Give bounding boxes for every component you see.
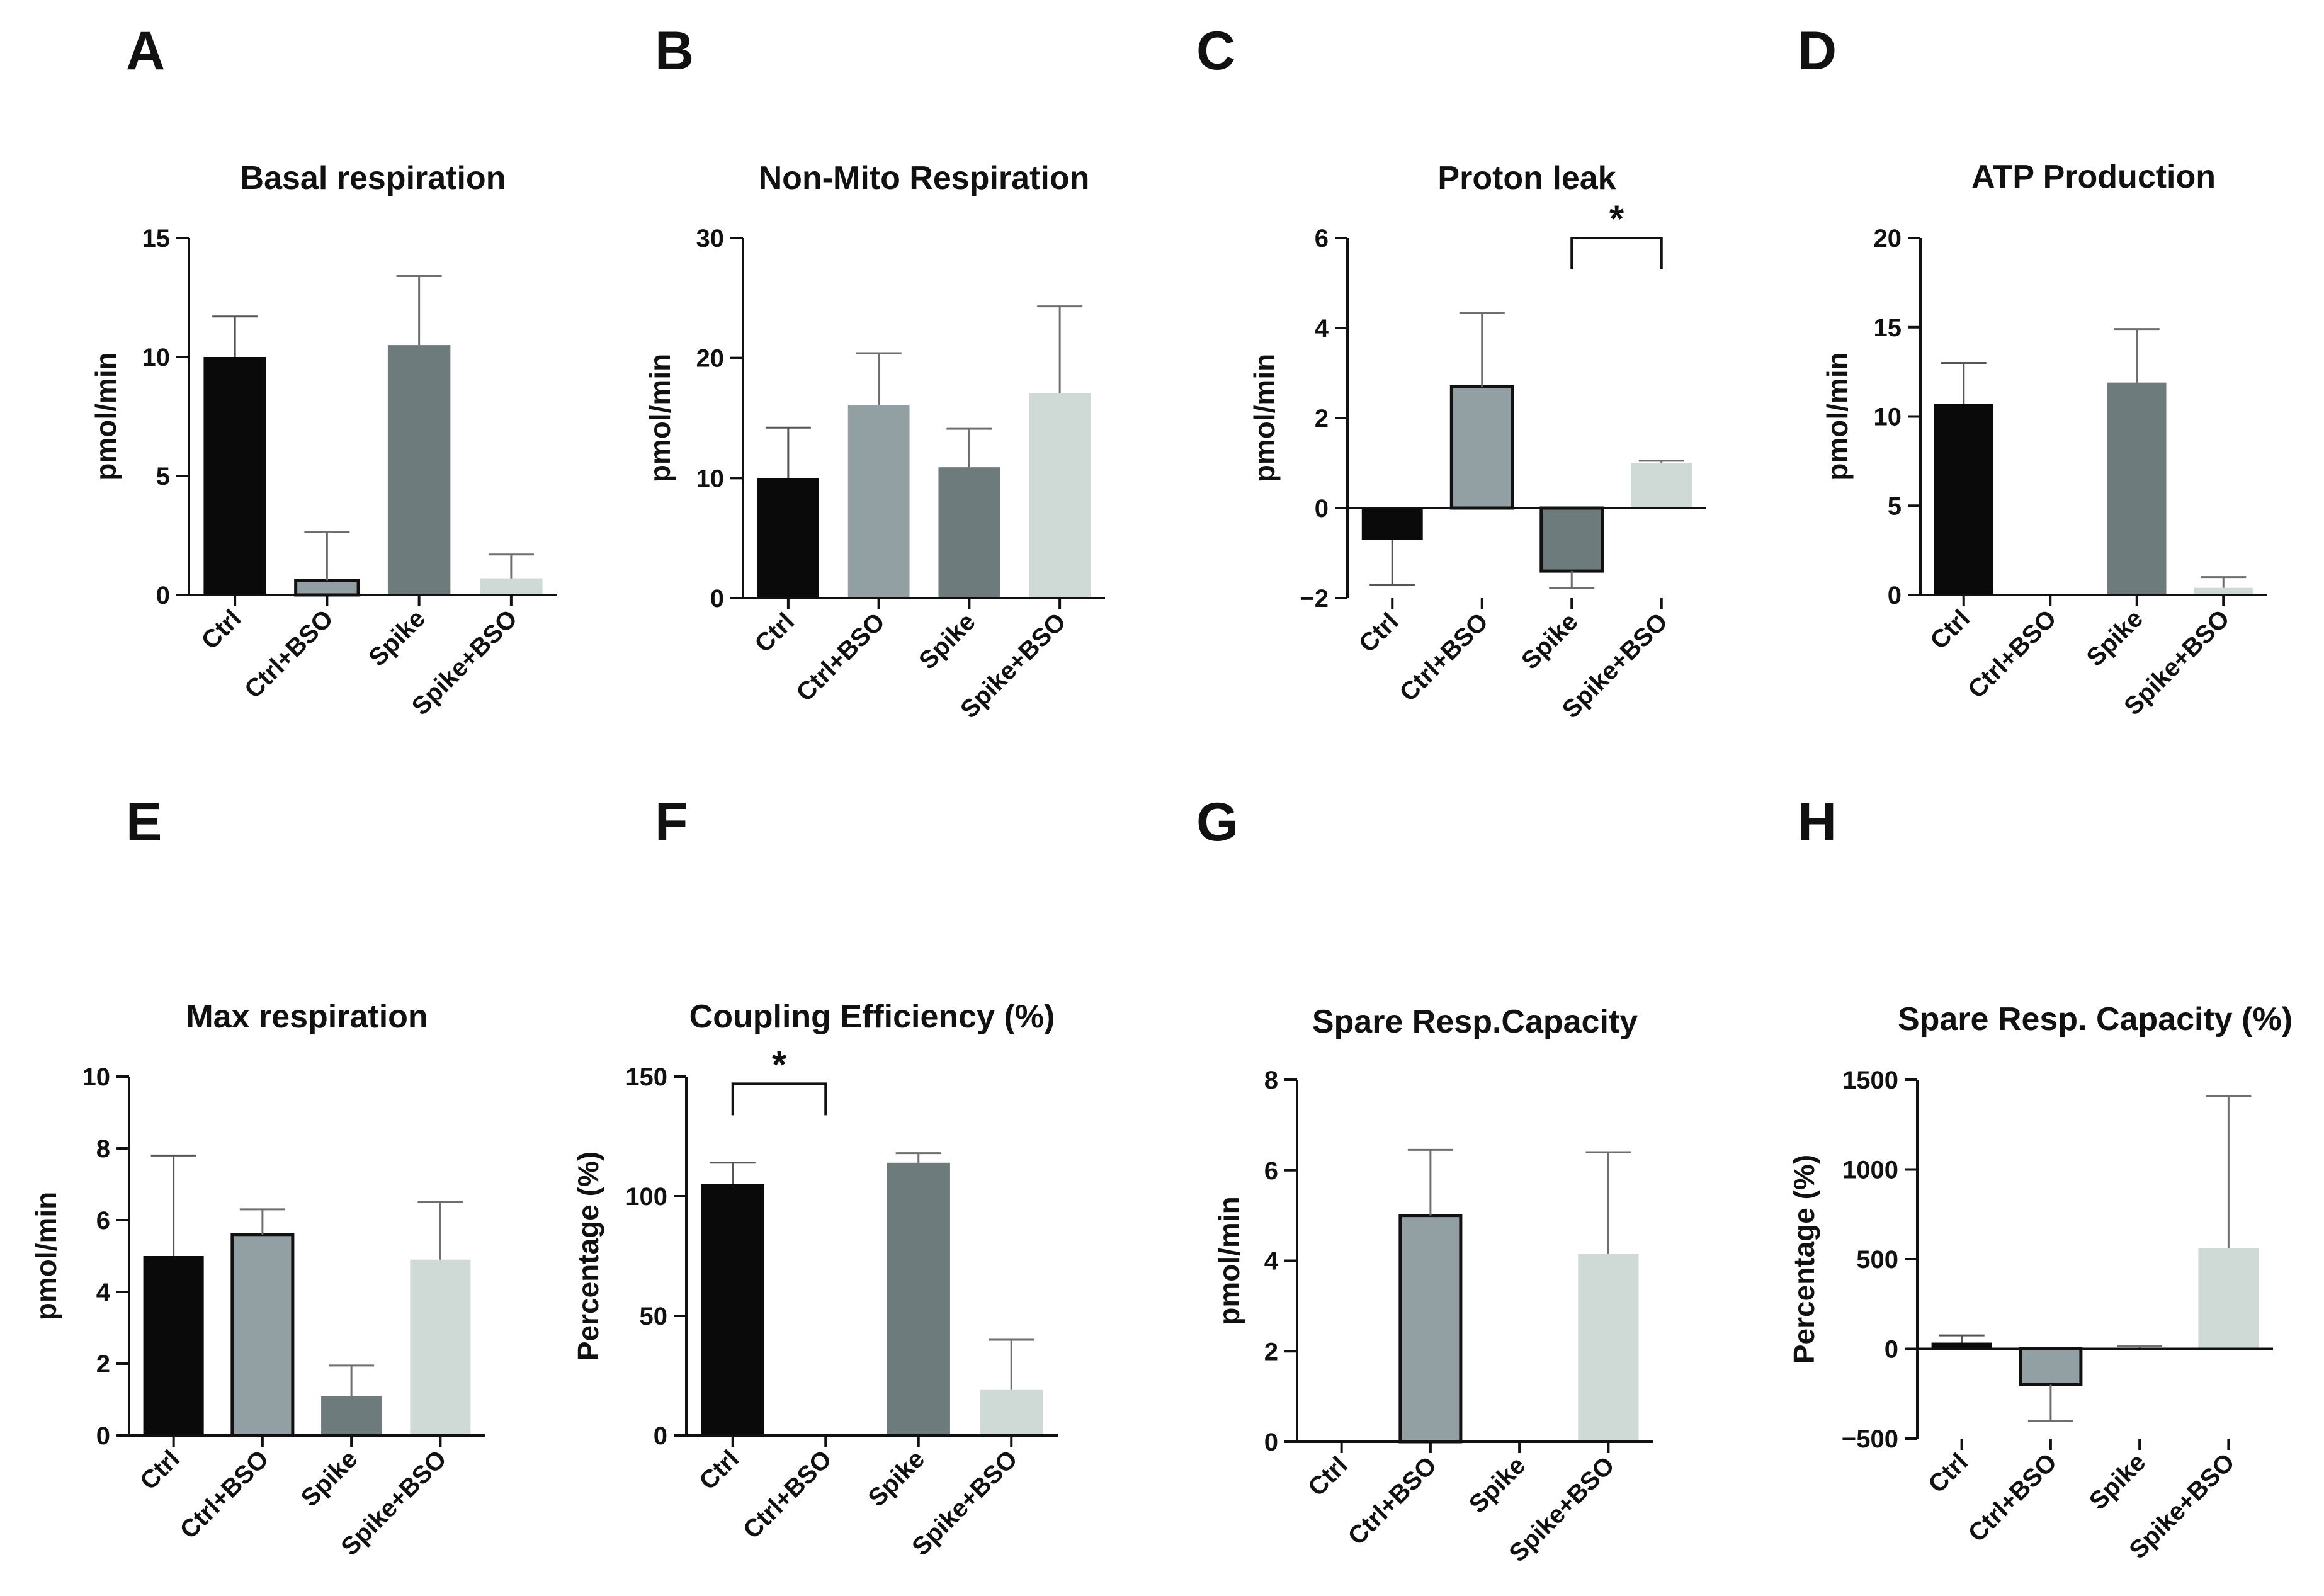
chart-title-h: Spare Resp. Capacity (%) <box>1898 1001 2293 1038</box>
y-tick-label-g-0: 0 <box>1264 1429 1278 1456</box>
y-axis-label-c: pmol/min <box>1248 354 1281 482</box>
bar-c-spike-bso <box>1631 463 1692 508</box>
y-tick-label-f-3: 150 <box>625 1063 667 1091</box>
y-tick-label-e-4: 8 <box>96 1135 110 1163</box>
bar-b-ctrl <box>757 478 819 598</box>
bar-c-ctrl <box>1361 508 1423 540</box>
y-tick-label-e-2: 4 <box>96 1279 111 1306</box>
bar-h-ctrl <box>1931 1342 1992 1349</box>
y-tick-label-d-1: 5 <box>1888 492 1902 520</box>
significance-star-c-0: * <box>1609 198 1624 240</box>
y-tick-label-c-0: −2 <box>1300 585 1329 613</box>
y-tick-label-h-0: −500 <box>1842 1425 1898 1453</box>
bar-a-ctrl <box>203 357 266 595</box>
bar-g-ctrl-bso <box>1398 1214 1463 1444</box>
bar-f-spike <box>887 1162 950 1435</box>
bar-d-spike-bso <box>2194 587 2253 595</box>
y-axis-label-a: pmol/min <box>89 352 122 480</box>
y-tick-label-e-0: 0 <box>96 1422 110 1450</box>
bar-a-spike <box>387 345 451 595</box>
chart-title-f: Coupling Efficiency (%) <box>689 999 1055 1035</box>
bar-g-spike-bso <box>1578 1254 1639 1442</box>
significance-bracket-c-0 <box>1570 237 1663 269</box>
y-tick-label-a-1: 5 <box>156 463 170 490</box>
y-tick-label-f-2: 100 <box>625 1183 667 1211</box>
chart-title-b: Non-Mito Respiration <box>759 160 1090 196</box>
bar-c-ctrl-bso <box>1449 385 1514 510</box>
significance-star-f-0: * <box>772 1043 787 1085</box>
bar-b-spike <box>938 467 1000 598</box>
bar-c-spike <box>1539 506 1604 573</box>
y-tick-label-h-4: 1500 <box>1842 1067 1898 1094</box>
y-tick-label-e-1: 2 <box>96 1350 110 1378</box>
y-tick-label-b-3: 30 <box>696 225 725 252</box>
panel-letter-d: D <box>1798 21 1837 81</box>
bar-e-ctrl-bso <box>230 1233 295 1437</box>
panel-letter-b: B <box>655 21 694 81</box>
bar-b-ctrl-bso <box>847 405 910 598</box>
y-tick-label-b-0: 0 <box>710 585 724 613</box>
bar-h-ctrl-bso <box>2019 1347 2083 1386</box>
bar-b-spike-bso <box>1029 392 1091 598</box>
significance-bracket-f-0 <box>731 1082 827 1116</box>
y-tick-label-c-4: 6 <box>1315 225 1329 252</box>
y-tick-label-a-0: 0 <box>156 582 170 609</box>
y-tick-label-a-3: 15 <box>142 225 171 252</box>
chart-title-c: Proton leak <box>1437 160 1616 196</box>
y-axis-label-g: pmol/min <box>1213 1196 1245 1325</box>
panel-letter-g: G <box>1196 792 1239 852</box>
y-tick-label-c-2: 2 <box>1315 405 1329 433</box>
panel-letter-e: E <box>126 792 162 852</box>
y-axis-label-f: Percentage (%) <box>572 1152 604 1361</box>
bar-a-ctrl-bso <box>294 579 360 597</box>
y-tick-label-d-2: 10 <box>1874 404 1902 431</box>
bar-e-spike <box>321 1396 382 1435</box>
y-tick-label-h-2: 500 <box>1856 1246 1898 1274</box>
chart-title-g: Spare Resp.Capacity <box>1312 1004 1638 1040</box>
y-tick-label-g-4: 8 <box>1264 1067 1278 1094</box>
bar-h-spike-bso <box>2198 1248 2259 1349</box>
y-tick-label-d-3: 15 <box>1874 314 1902 342</box>
y-tick-label-e-3: 6 <box>96 1207 110 1235</box>
y-tick-label-h-3: 1000 <box>1842 1157 1898 1184</box>
y-tick-label-h-1: 0 <box>1885 1336 1898 1364</box>
panel-letter-c: C <box>1196 21 1235 81</box>
chart-title-d: ATP Production <box>1971 159 2216 195</box>
y-tick-label-g-2: 4 <box>1264 1248 1279 1276</box>
y-axis-label-e: pmol/min <box>30 1192 62 1320</box>
y-tick-label-f-0: 0 <box>654 1422 667 1450</box>
y-tick-label-b-2: 20 <box>696 345 725 373</box>
y-tick-label-b-1: 10 <box>696 465 725 492</box>
y-tick-label-d-0: 0 <box>1888 582 1902 609</box>
bar-e-spike-bso <box>410 1259 471 1435</box>
bar-e-ctrl <box>143 1256 204 1435</box>
bar-f-spike-bso <box>980 1389 1043 1435</box>
y-tick-label-c-1: 0 <box>1315 495 1329 523</box>
panel-letter-f: F <box>655 792 688 852</box>
y-tick-label-a-2: 10 <box>142 344 171 371</box>
y-axis-label-b: pmol/min <box>643 354 676 482</box>
chart-title-a: Basal respiration <box>241 160 506 196</box>
y-tick-label-f-1: 50 <box>640 1303 668 1330</box>
panel-letter-h: H <box>1798 792 1837 852</box>
bar-d-spike <box>2107 382 2167 595</box>
y-axis-label-h: Percentage (%) <box>1788 1155 1820 1364</box>
y-axis-label-d: pmol/min <box>1821 352 1854 480</box>
panel-letter-a: A <box>126 21 165 81</box>
chart-panel-e: Max respirationpmol/min0246810CtrlCtrl+B… <box>30 999 485 1561</box>
bar-f-ctrl <box>701 1184 764 1435</box>
bar-d-ctrl <box>1934 404 1993 595</box>
y-tick-label-g-1: 2 <box>1264 1338 1278 1366</box>
chart-title-e: Max respiration <box>186 999 428 1035</box>
bar-a-spike-bso <box>480 578 543 595</box>
y-tick-label-e-5: 10 <box>82 1063 111 1091</box>
y-tick-label-d-4: 20 <box>1874 225 1902 252</box>
y-tick-label-g-3: 6 <box>1264 1157 1278 1185</box>
y-tick-label-c-3: 4 <box>1315 315 1329 342</box>
